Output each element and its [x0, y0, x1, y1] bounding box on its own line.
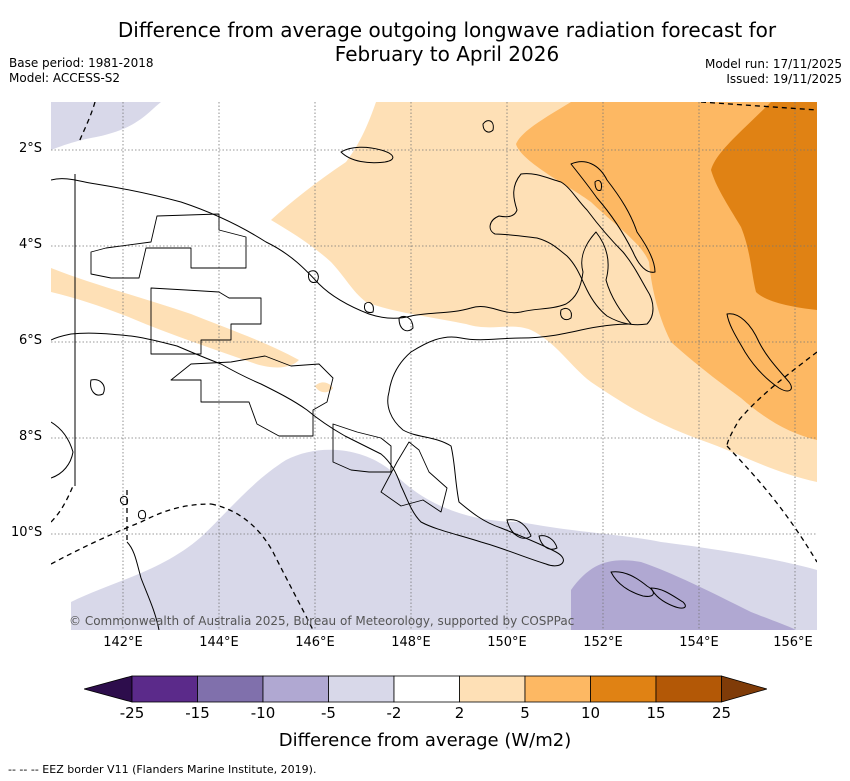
colorbar-tick: 2 [454, 704, 465, 722]
coastlines [51, 120, 792, 630]
lat-label-4s: 4°S [19, 237, 43, 252]
coast-bougainville [726, 313, 792, 392]
map-panel [51, 102, 817, 630]
coast-solomon-1 [610, 571, 654, 597]
colorbar-tick: 10 [580, 704, 601, 722]
graticule [51, 102, 817, 630]
colorbar-bin-6 [459, 675, 526, 703]
colorbar-extend-high [721, 675, 767, 703]
map-svg [51, 102, 817, 630]
eez-borders [51, 102, 817, 630]
coast-indonesia-south [51, 421, 74, 479]
lon-label-156e: 156°E [773, 635, 813, 650]
province-boundaries [90, 213, 448, 513]
colorbar-tick: -2 [386, 704, 402, 722]
colorbar-bin-8 [590, 675, 657, 703]
coast-island-c [308, 270, 319, 283]
coast-new-ireland [570, 161, 656, 273]
colorbar-tick: -5 [321, 704, 336, 722]
coast-manus [340, 146, 394, 164]
colorbar-bin-4 [328, 675, 395, 703]
colorbar-tick: 25 [711, 704, 732, 722]
anomaly-region-pos-small [315, 382, 333, 393]
colorbar-tick: 5 [520, 704, 530, 722]
coast-dentrecasteaux [506, 519, 558, 550]
colorbar-bin-9 [655, 675, 722, 703]
meta-right: Model run: 17/11/2025 Issued: 19/11/2025 [705, 57, 842, 87]
colorbar [84, 675, 767, 703]
coast-island-e [364, 301, 374, 313]
lon-label-154e: 154°E [679, 635, 719, 650]
base-period: Base period: 1981-2018 [9, 56, 154, 70]
lon-label-148e: 148°E [391, 635, 431, 650]
lat-label-10s: 10°S [11, 525, 43, 540]
coast-island-b [594, 179, 602, 191]
anomaly-region-pos-east-10 [711, 102, 817, 310]
lon-label-150e: 150°E [487, 635, 527, 650]
anomaly-region-pos-west [51, 268, 299, 368]
lon-label-144e: 144°E [199, 635, 239, 650]
copyright-notice: © Commonwealth of Australia 2025, Bureau… [69, 614, 575, 628]
colorbar-bin-1 [131, 675, 198, 703]
eez-legend-note: -- -- -- EEZ border V11 (Flanders Marine… [8, 763, 317, 776]
colorbar-bin-7 [524, 675, 591, 703]
coast-new-britain [489, 173, 654, 326]
meta-left: Base period: 1981-2018 Model: ACCESS-S2 [9, 56, 154, 86]
coast-island-a [482, 120, 494, 133]
lon-label-142e: 142°E [103, 635, 143, 650]
lon-label-152e: 152°E [583, 635, 623, 650]
lon-label-146e: 146°E [295, 635, 335, 650]
coast-island-f [560, 307, 572, 321]
model-run: Model run: 17/11/2025 [704, 57, 842, 71]
title-line-2: February to April 2026 [334, 42, 560, 66]
coast-indonesia-isle [90, 379, 105, 396]
lat-label-2s: 2°S [19, 141, 43, 156]
anomaly-region-neg-northwest [51, 102, 161, 150]
title-line-1: Difference from average outgoing longwav… [117, 18, 777, 42]
colorbar-bin-3 [262, 675, 329, 703]
lat-label-6s: 6°S [19, 333, 43, 348]
colorbar-label: Difference from average (W/m2) [278, 730, 572, 751]
colorbar-bin-2 [197, 675, 264, 703]
colorbar-tick: -15 [185, 704, 210, 722]
colorbar-extend-low [84, 675, 133, 703]
coast-island-d [398, 315, 414, 332]
colorbar-bin-5 [393, 675, 460, 703]
lat-label-8s: 8°S [19, 429, 43, 444]
coast-solomon-2 [650, 587, 686, 609]
model-name: Model: ACCESS-S2 [9, 71, 121, 85]
coast-cape-york [126, 541, 160, 630]
chart-title: Difference from average outgoing longwav… [95, 18, 799, 66]
coast-new-guinea [51, 178, 632, 567]
colorbar-tick: -25 [119, 704, 145, 722]
anomaly-region-neg-solomons [571, 560, 796, 630]
colorbar-tick: -10 [250, 704, 276, 722]
issued-date: Issued: 19/11/2025 [726, 72, 842, 86]
colorbar-tick: 15 [646, 704, 666, 722]
